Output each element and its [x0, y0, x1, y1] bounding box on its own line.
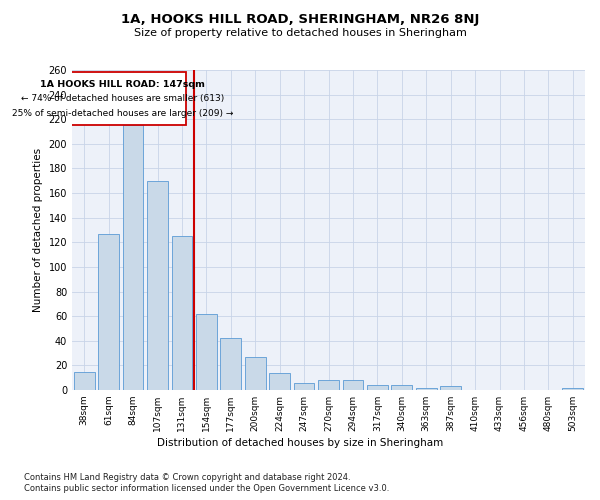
- Bar: [98, 234, 119, 390]
- Bar: [440, 386, 461, 390]
- Bar: [245, 357, 266, 390]
- FancyBboxPatch shape: [59, 72, 186, 126]
- Bar: [196, 314, 217, 390]
- Bar: [367, 385, 388, 390]
- Text: 1A HOOKS HILL ROAD: 147sqm: 1A HOOKS HILL ROAD: 147sqm: [40, 80, 205, 89]
- Text: 1A, HOOKS HILL ROAD, SHERINGHAM, NR26 8NJ: 1A, HOOKS HILL ROAD, SHERINGHAM, NR26 8N…: [121, 12, 479, 26]
- Bar: [147, 181, 168, 390]
- Bar: [562, 388, 583, 390]
- Text: Distribution of detached houses by size in Sheringham: Distribution of detached houses by size …: [157, 438, 443, 448]
- Bar: [172, 236, 193, 390]
- Bar: [391, 385, 412, 390]
- Bar: [343, 380, 364, 390]
- Text: Contains public sector information licensed under the Open Government Licence v3: Contains public sector information licen…: [24, 484, 389, 493]
- Text: Size of property relative to detached houses in Sheringham: Size of property relative to detached ho…: [134, 28, 466, 38]
- Bar: [122, 126, 143, 390]
- Bar: [318, 380, 339, 390]
- Bar: [416, 388, 437, 390]
- Bar: [74, 372, 95, 390]
- Y-axis label: Number of detached properties: Number of detached properties: [33, 148, 43, 312]
- Bar: [269, 373, 290, 390]
- Bar: [293, 382, 314, 390]
- Text: 25% of semi-detached houses are larger (209) →: 25% of semi-detached houses are larger (…: [12, 108, 233, 118]
- Bar: [220, 338, 241, 390]
- Text: ← 74% of detached houses are smaller (613): ← 74% of detached houses are smaller (61…: [21, 94, 224, 104]
- Text: Contains HM Land Registry data © Crown copyright and database right 2024.: Contains HM Land Registry data © Crown c…: [24, 472, 350, 482]
